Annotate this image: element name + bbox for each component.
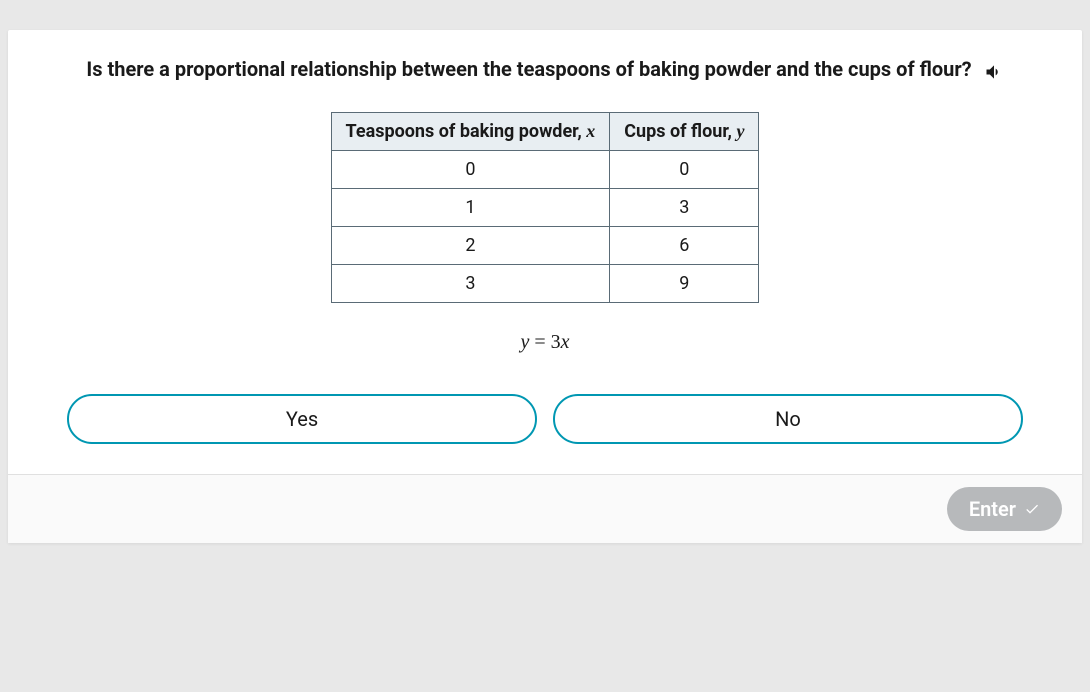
table-header-x: Teaspoons of baking powder, x [331,113,610,151]
equation-coeff: 3 [551,331,561,353]
table-row: 3 9 [331,265,759,303]
no-button[interactable]: No [553,394,1023,444]
header-x-text: Teaspoons of baking powder, [346,121,587,142]
cell-y: 0 [610,151,759,189]
header-x-var: x [586,121,595,141]
yes-button[interactable]: Yes [67,394,537,444]
cell-x: 3 [331,265,610,303]
table-row: 2 6 [331,227,759,265]
question-text: Is there a proportional relationship bet… [86,57,971,81]
enter-label: Enter [969,497,1016,521]
enter-button[interactable]: Enter [947,487,1062,531]
cell-y: 6 [610,227,759,265]
check-icon [1024,501,1040,517]
header-y-text: Cups of flour, [624,121,736,142]
equation: y = 3x [56,331,1034,354]
cell-x: 2 [331,227,610,265]
cell-x: 0 [331,151,610,189]
speaker-icon[interactable] [984,62,1004,82]
equation-rhs: x [561,331,570,353]
answer-buttons: Yes No [56,394,1034,464]
cell-y: 9 [610,265,759,303]
question-wrap: Is there a proportional relationship bet… [56,54,1034,84]
data-table: Teaspoons of baking powder, x Cups of fl… [331,112,760,303]
header-y-var: y [736,121,744,141]
content-area: Is there a proportional relationship bet… [8,30,1082,474]
table-header-y: Cups of flour, y [610,113,759,151]
table-row: 0 0 [331,151,759,189]
footer-bar: Enter [8,474,1082,543]
data-table-wrap: Teaspoons of baking powder, x Cups of fl… [56,112,1034,303]
equation-equals: = [529,331,550,353]
cell-x: 1 [331,189,610,227]
cell-y: 3 [610,189,759,227]
question-card: Is there a proportional relationship bet… [8,30,1082,543]
table-row: 1 3 [331,189,759,227]
